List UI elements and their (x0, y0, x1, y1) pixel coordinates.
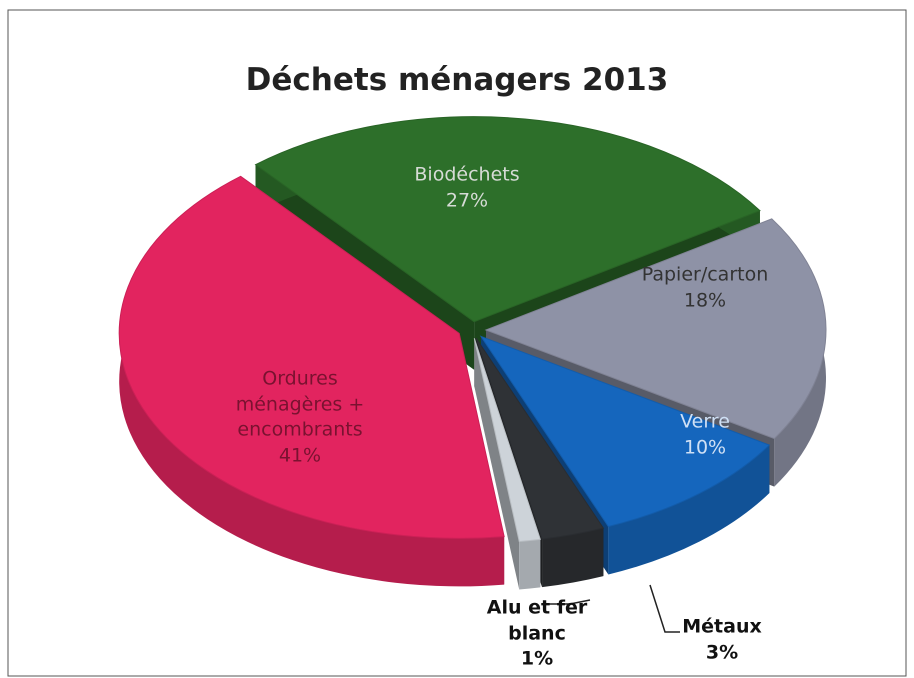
slice (484, 218, 827, 440)
slice-label: Ordures ménagères + encombrants 41% (220, 367, 380, 470)
value-label: 41% (278, 444, 322, 467)
category: Papier/carton (641, 263, 769, 286)
slice-side (608, 445, 770, 575)
leader-line (649, 584, 680, 633)
category: Ordures ménagères + encombrants (235, 367, 365, 441)
slice-side (119, 176, 505, 587)
category: Verre (680, 410, 730, 433)
slice (475, 337, 605, 540)
slice-side (474, 338, 520, 590)
slice (254, 116, 761, 323)
value-label: 1% (520, 647, 554, 670)
category: Biodéchets (414, 163, 520, 186)
chart-title: Déchets ménagers 2013 (245, 62, 669, 98)
slice (479, 335, 771, 528)
slice-label: Métaux 3% (662, 614, 782, 665)
slice-label: Alu et fer blanc 1% (477, 596, 597, 673)
frame (7, 9, 907, 677)
slice (473, 338, 541, 543)
value-label: 10% (683, 436, 727, 458)
value-label: 3% (705, 641, 739, 663)
category: Métaux (682, 615, 762, 638)
leader-line (545, 599, 591, 605)
slice-label: Papier/carton 18% (620, 262, 790, 313)
slice-label: Biodéchets 27% (382, 162, 552, 213)
value-label: 27% (445, 189, 489, 211)
category: Alu et fer blanc (486, 596, 588, 645)
slice-side (519, 539, 541, 590)
value-label: 18% (683, 289, 727, 311)
slice-side (542, 528, 604, 588)
slice-label: Verre 10% (645, 409, 765, 460)
slice (118, 175, 505, 539)
